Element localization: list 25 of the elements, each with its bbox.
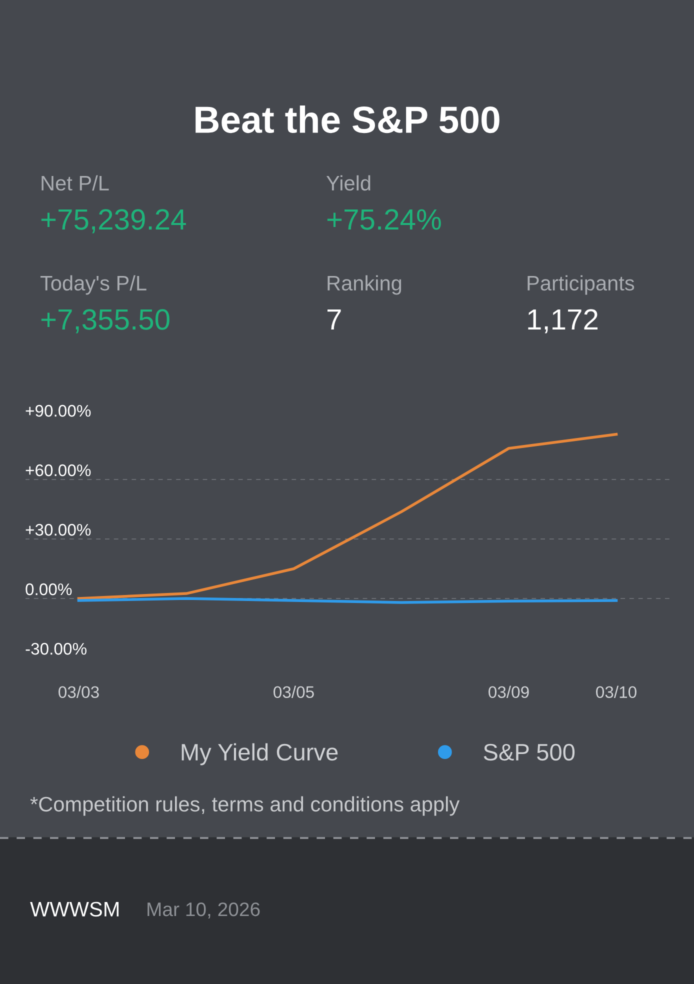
text: Today's P/L <box>40 275 146 295</box>
legend-label: S&P 500 <box>484 744 575 761</box>
text: Mar 10, 2026 <box>148 902 260 919</box>
text: 1,172 <box>528 309 598 334</box>
text: +75,239.24 <box>41 209 186 234</box>
chart-title: Beat the S&P 500 <box>196 106 500 134</box>
text: Ranking <box>328 275 402 295</box>
y-tick-label: -30.00% <box>26 642 86 655</box>
x-tick-label: 03/10 <box>596 686 636 698</box>
text: Yield <box>326 175 370 191</box>
x-tick-label: 03/03 <box>58 686 99 698</box>
text: Net P/L <box>42 175 109 191</box>
y-tick-label: +90.00% <box>26 404 91 417</box>
text: 7 <box>327 309 341 330</box>
text: WWWSM <box>30 902 119 917</box>
y-tick-label: 0.00% <box>26 583 72 596</box>
y-tick-label: +30.00% <box>26 524 91 536</box>
legend-label: My Yield Curve <box>182 743 338 766</box>
x-tick-label: 03/09 <box>488 686 529 698</box>
text: +7,355.50 <box>41 309 170 334</box>
y-tick-label: +60.00% <box>26 464 91 476</box>
x-tick-label: 03/05 <box>274 686 314 698</box>
text: +75.24% <box>327 209 441 230</box>
text: Participants <box>528 275 634 295</box>
text: *Competition rules, terms and conditions apply <box>30 796 460 816</box>
